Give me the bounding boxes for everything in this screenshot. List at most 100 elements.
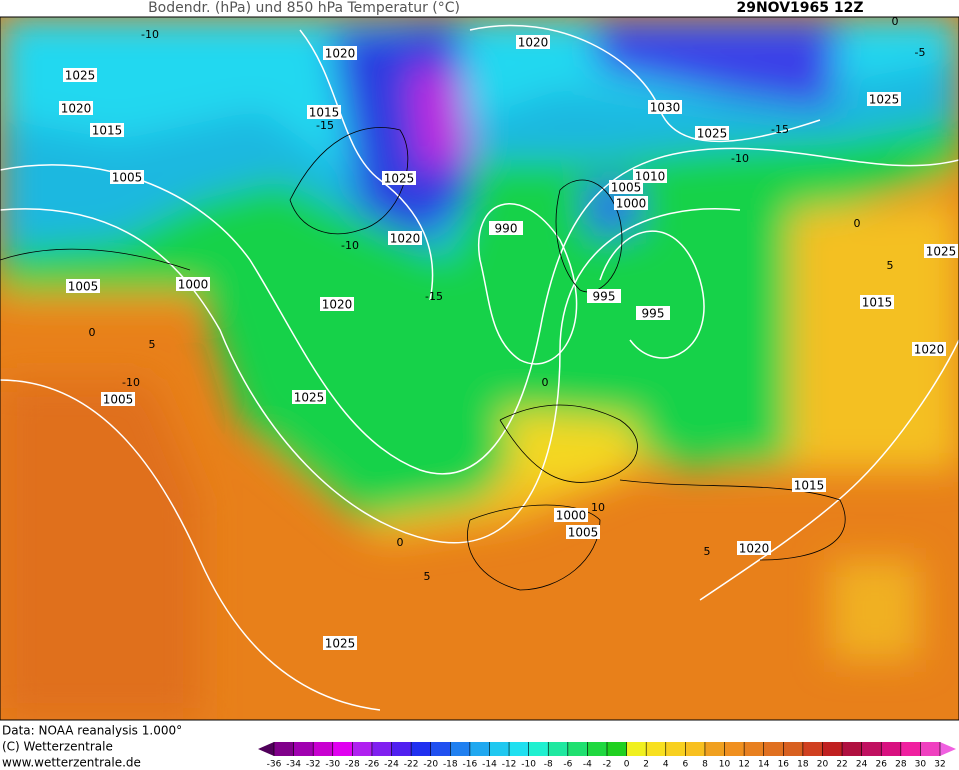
isobar-label-box bbox=[382, 171, 416, 185]
colorbar-swatch bbox=[822, 742, 843, 756]
isobar-label: 995 bbox=[642, 307, 665, 321]
isobar-label-box bbox=[636, 306, 670, 320]
isobar-label: 1025 bbox=[869, 93, 900, 107]
temperature-label: -10 bbox=[122, 376, 140, 389]
isobar-label-box bbox=[867, 92, 901, 106]
isobar-label: 1025 bbox=[325, 637, 356, 651]
isobar-label: 990 bbox=[495, 222, 518, 236]
isobar-label-box bbox=[388, 231, 422, 245]
colorbar-tick-label: -22 bbox=[404, 760, 419, 770]
isobar-label: 1025 bbox=[926, 245, 957, 259]
isobar-label-box bbox=[323, 636, 357, 650]
isobar-label: 1020 bbox=[390, 232, 421, 246]
colorbar-swatch bbox=[391, 742, 412, 756]
colorbar-tick-label: -18 bbox=[443, 760, 458, 770]
isobar-label-box bbox=[63, 68, 97, 82]
isobar-label-box bbox=[110, 170, 144, 184]
isobar-label-box bbox=[633, 169, 667, 183]
isobar-label-box bbox=[101, 392, 135, 406]
footer-line: www.wetterzentrale.de bbox=[2, 756, 141, 770]
isobar-label-box bbox=[489, 221, 523, 235]
isobar-label-box bbox=[737, 541, 771, 555]
temperature-label: -10 bbox=[731, 152, 749, 165]
isobar-label-box bbox=[516, 35, 550, 49]
isobar-label: 1025 bbox=[65, 69, 96, 83]
temperature-label: 0 bbox=[89, 326, 96, 339]
temperature-label: 5 bbox=[149, 338, 156, 351]
colorbar-swatch bbox=[704, 742, 726, 756]
isobar-label-box bbox=[924, 244, 958, 258]
colorbar-tick-label: -6 bbox=[563, 760, 572, 770]
colorbar-tick-label: -34 bbox=[286, 760, 301, 770]
isobar-label: 1020 bbox=[518, 36, 549, 50]
colorbar-tick-label: -8 bbox=[544, 760, 553, 770]
isobar-label-box bbox=[609, 180, 643, 194]
colorbar-swatch bbox=[763, 742, 784, 756]
footer-line: (C) Wetterzentrale bbox=[2, 740, 113, 754]
temperature-field bbox=[0, 17, 959, 720]
colorbar-swatch bbox=[685, 742, 706, 756]
isobar-label-box bbox=[566, 525, 600, 539]
temperature-label: 5 bbox=[887, 259, 894, 272]
colorbar-swatch bbox=[411, 742, 432, 756]
temperature-label: -5 bbox=[915, 46, 926, 59]
colorbar-tick-label: 4 bbox=[663, 760, 669, 770]
isobar-label: 1005 bbox=[611, 181, 642, 195]
isobar-label: 1015 bbox=[309, 106, 340, 120]
colorbar-swatch bbox=[528, 742, 549, 756]
colorbar-tick-label: 14 bbox=[758, 760, 770, 770]
colorbar-swatch bbox=[744, 742, 765, 756]
colorbar-tick-label: -12 bbox=[502, 760, 517, 770]
colorbar-tick-label: 18 bbox=[797, 760, 809, 770]
colorbar-tick-label: -36 bbox=[267, 760, 282, 770]
temperature-label: -10 bbox=[341, 239, 359, 252]
isobar-label: 1025 bbox=[294, 391, 325, 405]
isobar-label-box bbox=[176, 277, 210, 291]
colorbar-tick-label: -28 bbox=[345, 760, 360, 770]
colorbar-swatch bbox=[724, 742, 745, 756]
colorbar-tick-label: 8 bbox=[702, 760, 708, 770]
isobar-label: 1015 bbox=[862, 296, 893, 310]
colorbar-swatch bbox=[802, 742, 823, 756]
isobar-label: 1005 bbox=[103, 393, 134, 407]
isobar-label: 1000 bbox=[556, 509, 587, 523]
colorbar-tick-label: 32 bbox=[934, 760, 945, 770]
isobar-label-box bbox=[587, 289, 621, 303]
colorbar-swatch bbox=[881, 742, 902, 756]
temperature-label: -15 bbox=[425, 290, 443, 303]
colorbar-tick-label: 24 bbox=[856, 760, 868, 770]
colorbar-tick-label: 10 bbox=[719, 760, 731, 770]
temperature-label: 0 bbox=[854, 217, 861, 230]
temperature-label: -10 bbox=[141, 28, 159, 41]
colorbar-swatch bbox=[469, 742, 490, 756]
isobar-label-box bbox=[90, 123, 124, 137]
colorbar-swatch bbox=[587, 742, 608, 756]
isobar-label: 1005 bbox=[568, 526, 599, 540]
isobar-label: 1020 bbox=[739, 542, 770, 556]
temperature-label: -15 bbox=[771, 123, 789, 136]
colorbar-swatch bbox=[293, 742, 314, 756]
isobar-label-box bbox=[320, 297, 354, 311]
temperature-label: 5 bbox=[424, 570, 431, 583]
colorbar-swatch bbox=[332, 742, 353, 756]
isobar-label: 1020 bbox=[325, 47, 356, 61]
temperature-label: 10 bbox=[591, 501, 605, 514]
isobar-label: 1020 bbox=[914, 343, 945, 357]
isobar-label-box bbox=[307, 105, 341, 119]
colorbar-swatch bbox=[313, 742, 334, 756]
coastlines bbox=[0, 127, 846, 591]
map-date: 29NOV1965 12Z bbox=[736, 0, 863, 16]
isobar-label-box bbox=[648, 100, 682, 114]
colorbar-tick-label: 20 bbox=[817, 760, 829, 770]
isobar-label: 1005 bbox=[68, 280, 99, 294]
colorbar-tick-label: 22 bbox=[836, 760, 847, 770]
temperature-label: -15 bbox=[316, 119, 334, 132]
isobar-label-box bbox=[66, 279, 100, 293]
isobar-label-box bbox=[292, 390, 326, 404]
isobar-label: 1005 bbox=[112, 171, 143, 185]
colorbar-tick-label: 12 bbox=[738, 760, 749, 770]
isobar-label-box bbox=[59, 101, 93, 115]
temperature-labels: -10 -15 -10 -15 0 5 -10 0 5 5 -10 -15 0 -5 0 5 0 10 bbox=[89, 15, 926, 583]
